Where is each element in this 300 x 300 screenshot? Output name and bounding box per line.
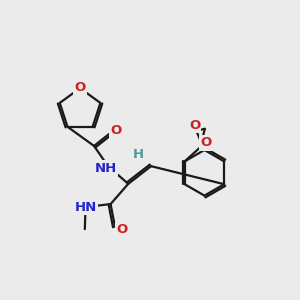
Text: O: O [110,124,122,136]
Text: NH: NH [95,161,117,175]
Text: O: O [200,136,211,149]
Text: HN: HN [75,200,98,214]
Text: H: H [133,148,144,161]
Text: O: O [116,223,127,236]
Text: O: O [189,119,200,132]
Text: O: O [74,81,86,94]
